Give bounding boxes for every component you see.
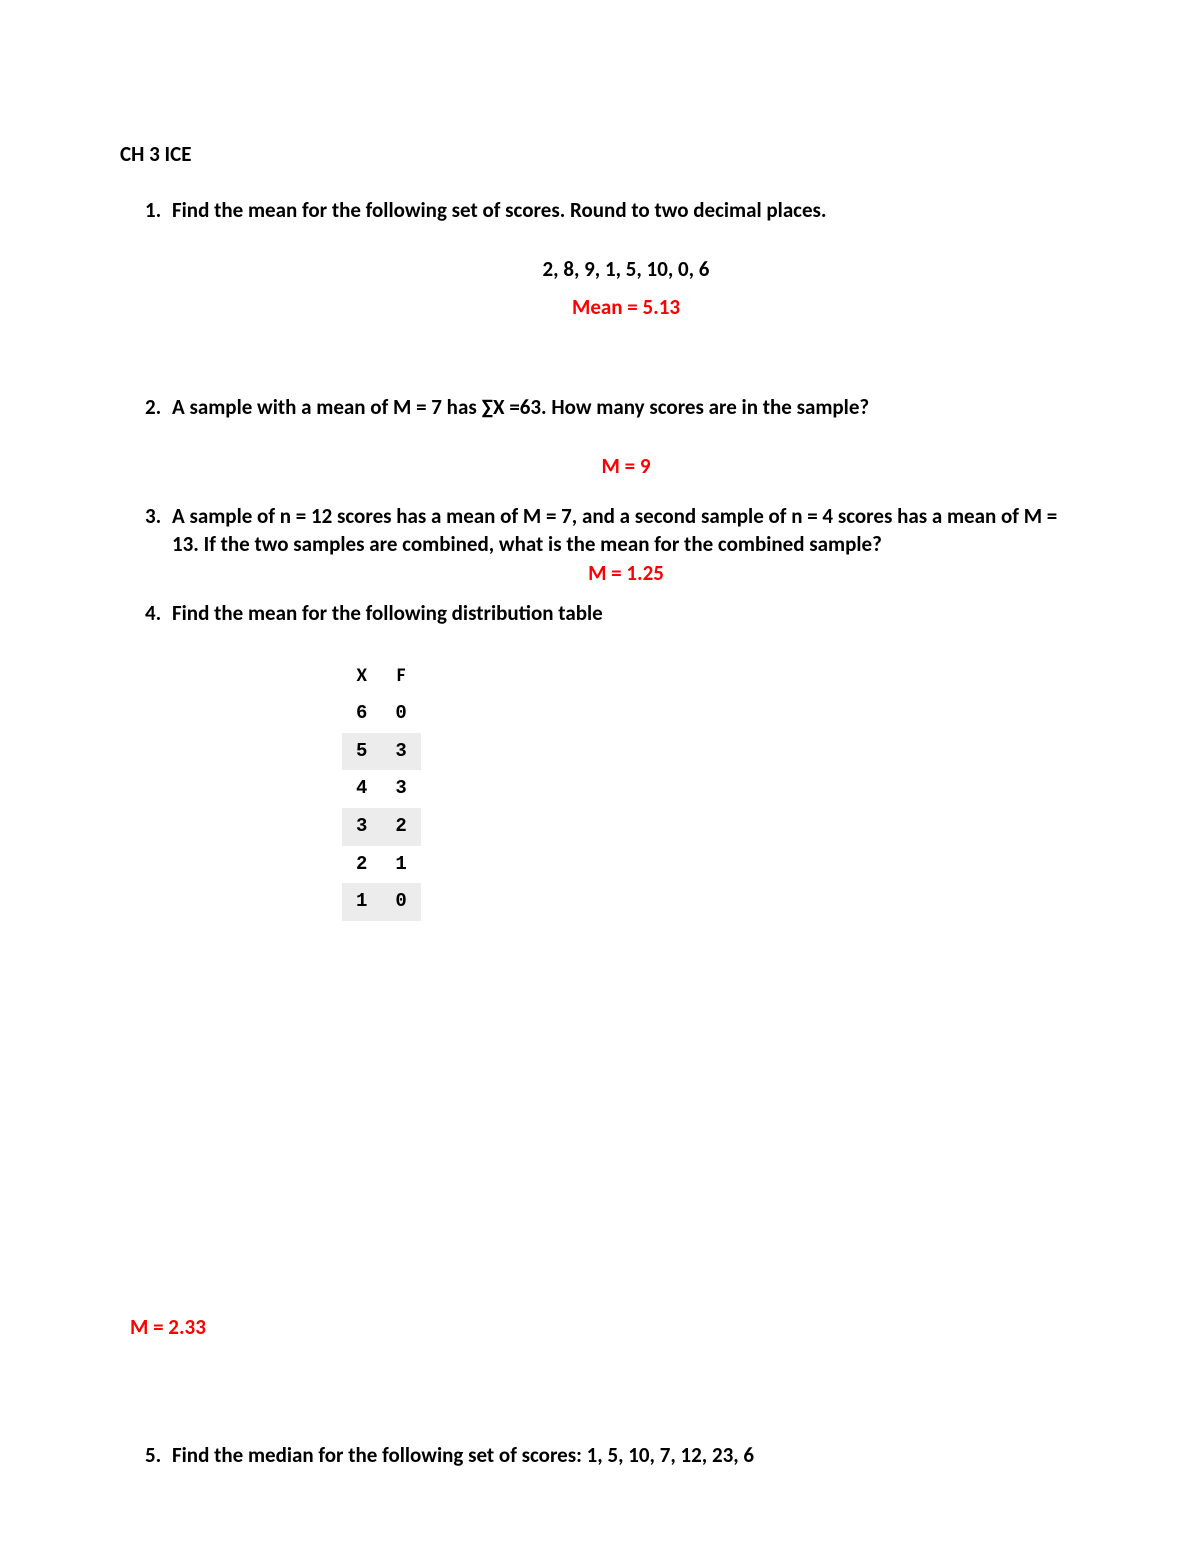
question-3-text: A sample of n = 12 scores has a mean of …	[172, 503, 1057, 557]
spacer	[120, 1341, 1080, 1441]
table-cell-f: 0	[381, 883, 420, 921]
table-row: 10	[342, 883, 421, 921]
table-cell-x: 2	[342, 846, 381, 884]
question-1-text: Find the mean for the following set of s…	[172, 197, 827, 223]
question-4-answer: M = 2.33	[130, 1313, 1080, 1341]
question-4: Find the mean for the following distribu…	[166, 599, 1080, 921]
question-1: Find the mean for the following set of s…	[166, 196, 1080, 381]
spacer	[172, 321, 1080, 381]
question-2-text: A sample with a mean of M = 7 has ∑X =63…	[172, 394, 869, 420]
spacer	[172, 225, 1080, 255]
table-cell-f: 0	[381, 695, 420, 733]
question-3-answer: M = 1.25	[172, 559, 1080, 587]
table-row: 21	[342, 846, 421, 884]
table-cell-x: 4	[342, 770, 381, 808]
table-cell-f: 3	[381, 770, 420, 808]
spacer	[172, 627, 1080, 657]
spacer	[172, 283, 1080, 293]
question-5-text: Find the median for the following set of…	[172, 1442, 754, 1468]
question-1-answer: Mean = 5.13	[172, 293, 1080, 321]
spacer	[172, 422, 1080, 452]
table-header-f: F	[381, 657, 420, 695]
document-title: CH 3 ICE	[120, 140, 1080, 168]
question-1-data: 2, 8, 9, 1, 5, 10, 0, 6	[172, 255, 1080, 283]
table-row: 60	[342, 695, 421, 733]
table-cell-f: 1	[381, 846, 420, 884]
page: CH 3 ICE Find the mean for the following…	[0, 0, 1200, 1553]
question-5: Find the median for the following set of…	[166, 1441, 1080, 1469]
table-row: 53	[342, 733, 421, 771]
distribution-table: X F 605343322110	[342, 657, 421, 920]
table-cell-f: 2	[381, 808, 420, 846]
question-list-cont: Find the median for the following set of…	[166, 1441, 1080, 1469]
question-list: Find the mean for the following set of s…	[166, 196, 1080, 921]
table-header-x: X	[342, 657, 381, 695]
table-row: 43	[342, 770, 421, 808]
question-3: A sample of n = 12 scores has a mean of …	[166, 502, 1080, 587]
table-cell-x: 6	[342, 695, 381, 733]
table-cell-x: 3	[342, 808, 381, 846]
table-row: 32	[342, 808, 421, 846]
table-cell-x: 5	[342, 733, 381, 771]
table-cell-f: 3	[381, 733, 420, 771]
question-2: A sample with a mean of M = 7 has ∑X =63…	[166, 393, 1080, 490]
spacer	[120, 933, 1080, 1313]
spacer	[172, 480, 1080, 490]
table-cell-x: 1	[342, 883, 381, 921]
question-4-text: Find the mean for the following distribu…	[172, 600, 603, 626]
question-2-answer: M = 9	[172, 452, 1080, 480]
table-header-row: X F	[342, 657, 421, 695]
